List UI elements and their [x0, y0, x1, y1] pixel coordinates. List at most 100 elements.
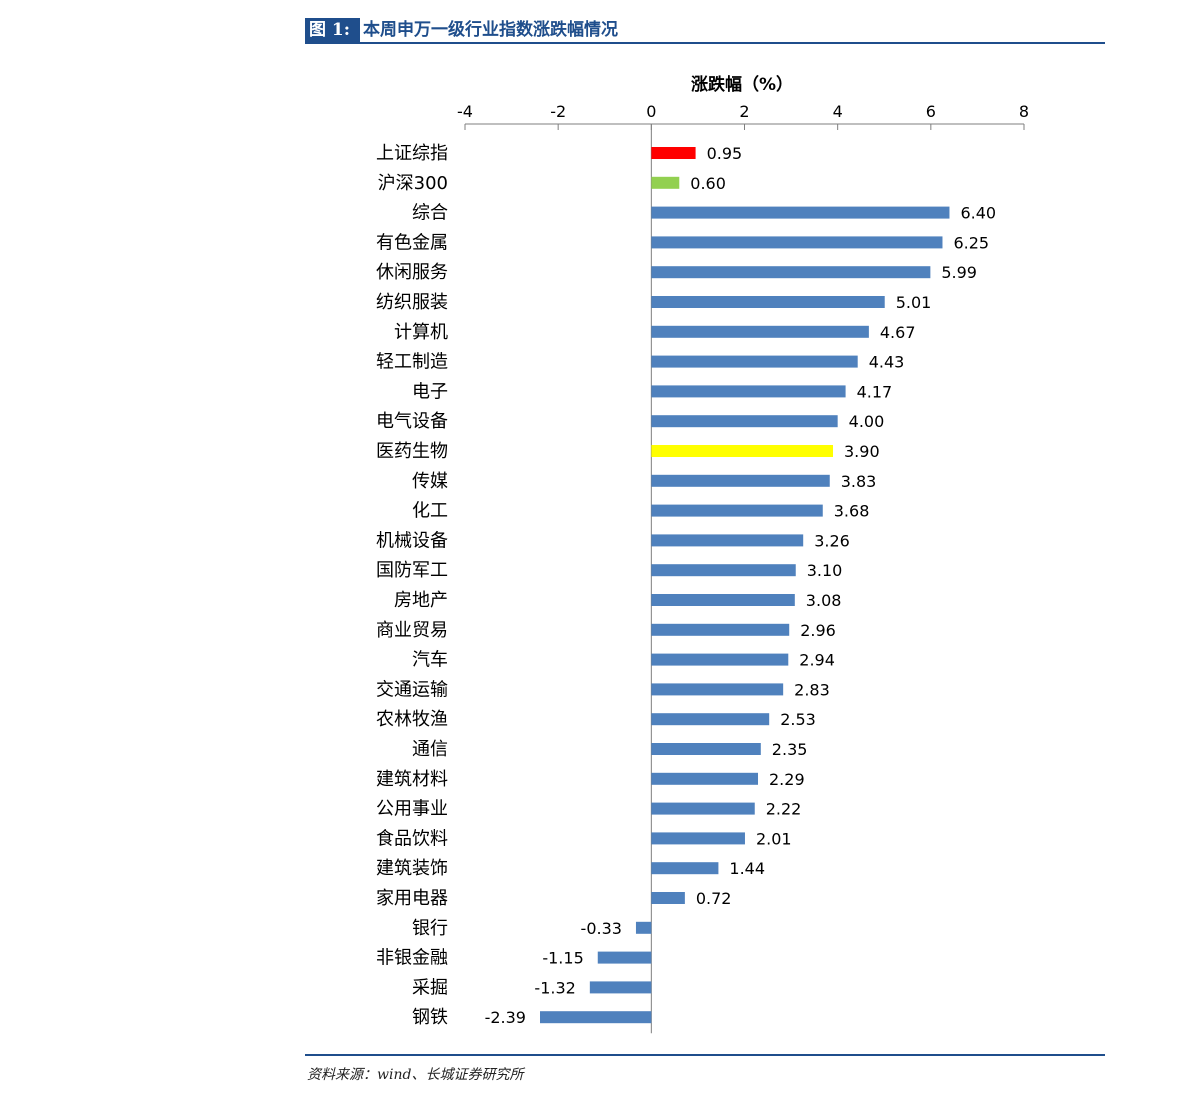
figure-title: 本周申万一级行业指数涨跌幅情况 — [363, 20, 618, 40]
data-label: 3.68 — [834, 502, 870, 521]
bar — [651, 683, 784, 696]
data-label: 0.60 — [690, 174, 726, 193]
data-label: 4.17 — [857, 382, 893, 401]
x-tick-label: 6 — [926, 102, 936, 121]
data-label: 2.96 — [800, 621, 836, 640]
category-label: 纺织服装 — [376, 292, 448, 313]
category-label: 建筑装饰 — [376, 858, 448, 879]
category-label: 商业贸易 — [376, 620, 448, 641]
category-label: 有色金属 — [376, 232, 448, 253]
figure-label: 图 1: — [305, 18, 361, 42]
category-label: 非银金融 — [376, 948, 448, 969]
category-label: 汽车 — [412, 650, 448, 671]
data-label: 6.40 — [960, 204, 996, 223]
bar — [651, 474, 830, 487]
x-tick-label: -2 — [550, 102, 566, 121]
bar — [651, 504, 823, 517]
footer-rule — [305, 1054, 1105, 1056]
data-label: 2.22 — [766, 800, 802, 819]
axis-title: 涨跌幅（%） — [691, 74, 793, 95]
data-label: 3.90 — [844, 442, 880, 461]
category-label: 公用事业 — [376, 799, 448, 820]
bar — [597, 951, 652, 964]
category-label: 医药生物 — [376, 441, 448, 462]
bar — [651, 206, 950, 219]
bar — [651, 653, 789, 666]
data-label: 2.29 — [769, 770, 805, 789]
data-label: 3.08 — [806, 591, 842, 610]
category-label: 通信 — [412, 739, 448, 760]
category-label: 食品饮料 — [376, 828, 448, 849]
category-label: 机械设备 — [376, 530, 448, 551]
bar — [651, 594, 795, 606]
bar — [651, 802, 755, 815]
data-label: 2.01 — [756, 829, 792, 848]
bar — [651, 385, 846, 398]
category-label: 房地产 — [394, 590, 448, 611]
data-label: 2.83 — [794, 680, 830, 699]
category-label: 家用电器 — [376, 888, 448, 909]
bar — [651, 415, 838, 428]
bar — [539, 1011, 652, 1024]
bar — [651, 892, 685, 904]
header-rule — [305, 42, 1105, 44]
category-label: 电子 — [412, 381, 448, 402]
bar — [651, 355, 858, 368]
data-label: 4.67 — [880, 323, 916, 342]
bar — [651, 296, 885, 308]
data-label: 3.26 — [814, 531, 850, 550]
data-label: -1.15 — [542, 949, 583, 968]
data-label: 3.10 — [807, 561, 843, 580]
data-label: 1.44 — [729, 859, 765, 878]
bar — [635, 921, 652, 934]
category-label: 传媒 — [412, 471, 448, 492]
data-label: 5.99 — [941, 263, 977, 282]
data-label: 2.94 — [799, 651, 835, 670]
bar — [651, 147, 696, 159]
bar — [651, 564, 796, 577]
bar — [651, 266, 931, 279]
category-label: 电气设备 — [376, 411, 448, 432]
data-label: 0.95 — [707, 144, 743, 163]
category-label: 综合 — [412, 203, 448, 224]
data-label: -2.39 — [485, 1008, 526, 1027]
data-label: -0.33 — [581, 919, 622, 938]
bar — [651, 743, 761, 755]
category-label: 采掘 — [412, 977, 448, 998]
data-label: 6.25 — [953, 233, 989, 252]
category-label: 休闲服务 — [376, 262, 448, 283]
category-label: 交通运输 — [376, 679, 448, 700]
x-tick-label: 4 — [833, 102, 843, 121]
data-label: 4.00 — [849, 412, 885, 431]
bar — [651, 236, 943, 249]
category-label: 建筑材料 — [376, 769, 448, 790]
bar — [589, 981, 652, 994]
bar — [651, 534, 804, 547]
figure-header: 图 1: 本周申万一级行业指数涨跌幅情况 — [305, 18, 1105, 44]
x-tick-label: 0 — [646, 102, 656, 121]
category-label: 银行 — [412, 918, 448, 939]
data-label: 5.01 — [896, 293, 932, 312]
category-label: 上证综指 — [376, 143, 448, 164]
category-label: 沪深300 — [378, 173, 448, 194]
x-tick-label: 2 — [739, 102, 749, 121]
category-label: 农林牧渔 — [376, 709, 448, 730]
bar — [651, 772, 759, 785]
bar — [651, 325, 869, 338]
data-label: -1.32 — [534, 978, 575, 997]
data-label: 3.83 — [841, 472, 877, 491]
bar — [651, 176, 680, 189]
x-tick-label: -4 — [457, 102, 473, 121]
bar — [651, 623, 790, 636]
data-label: 2.53 — [780, 710, 816, 729]
category-label: 化工 — [412, 501, 448, 522]
bar — [651, 862, 719, 875]
bar — [651, 832, 745, 845]
source-note: 资料来源：wind、长城证券研究所 — [307, 1067, 524, 1083]
bar — [651, 445, 834, 457]
data-label: 2.35 — [772, 740, 808, 759]
data-label: 4.43 — [869, 353, 905, 372]
category-label: 轻工制造 — [376, 352, 448, 373]
category-label: 国防军工 — [376, 560, 448, 581]
